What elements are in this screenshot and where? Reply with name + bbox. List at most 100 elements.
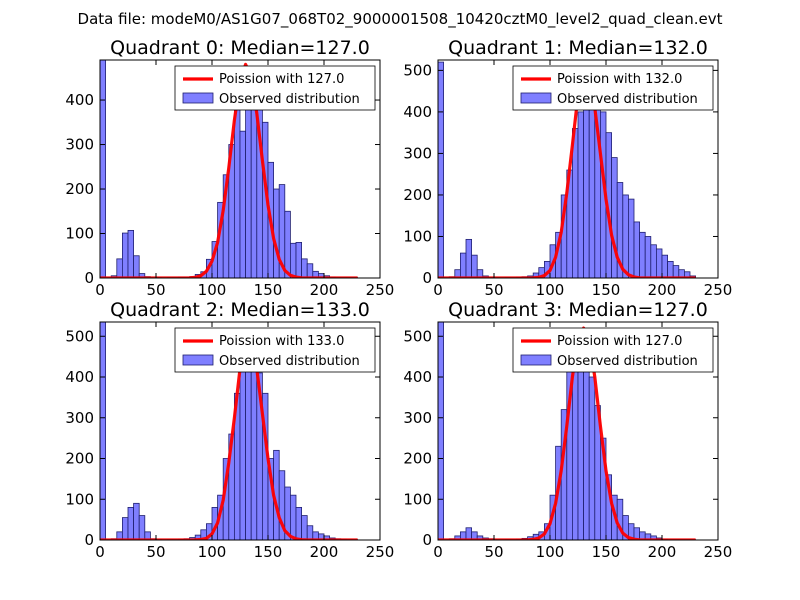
histogram-bar — [138, 515, 146, 540]
legend: Poission with 133.0 Observed distribution — [174, 327, 376, 373]
plot-frame — [437, 321, 719, 541]
figure-suptitle: Data file: modeM0/AS1G07_068T02_90000015… — [78, 10, 723, 29]
x-tick-label: 100 — [198, 281, 227, 299]
histogram-bar — [250, 360, 258, 540]
y-tick-label: 100 — [65, 490, 94, 508]
x-tick-label: 200 — [310, 281, 339, 299]
histogram-bar — [471, 254, 478, 278]
y-tick-label: 0 — [422, 531, 432, 549]
histogram-bar — [245, 81, 252, 278]
legend-box — [174, 65, 376, 111]
panel-title: Quadrant 2: Median=133.0 — [110, 299, 370, 321]
histogram-bar — [588, 376, 596, 540]
chart-panel-0: 0 50 100 150 200 250 0 100 200 300 400 Quadrant 0: … — [65, 37, 394, 299]
histogram-bar — [138, 273, 146, 278]
histogram-bar — [306, 263, 314, 278]
histogram-bar — [611, 157, 618, 278]
poisson-curve — [438, 326, 696, 540]
histogram-bar — [133, 255, 140, 278]
y-tick-label: 100 — [403, 490, 432, 508]
y-tick-label: 300 — [403, 409, 432, 427]
histogram-bar — [295, 242, 302, 278]
histogram-bar — [438, 322, 444, 540]
legend-curve-label: Poission with 132.0 — [557, 72, 682, 87]
plot-frame — [437, 59, 719, 279]
chart-panel-3: 0 50 100 150 200 250 0 100 200 300 400 500 Quadrant … — [403, 299, 732, 561]
chart-panel-2: 0 50 100 150 200 250 0 100 200 300 400 500 Quadrant … — [65, 299, 394, 561]
x-tick-label: 100 — [536, 281, 565, 299]
legend-bar-swatch — [182, 354, 214, 366]
histogram-bar — [465, 527, 472, 540]
legend-bar-swatch — [182, 92, 214, 104]
plot-marks — [438, 322, 696, 540]
histogram-bar — [583, 352, 590, 540]
histogram-bar — [588, 90, 596, 278]
histogram-bar — [122, 517, 129, 540]
histogram-bar — [644, 236, 652, 278]
x-tick-label: 200 — [310, 543, 339, 561]
legend-curve-label: Poission with 127.0 — [219, 72, 344, 87]
x-tick-label: 0 — [95, 281, 105, 299]
legend-curve-label: Poission with 133.0 — [219, 334, 344, 349]
y-tick-label: 300 — [65, 409, 94, 427]
histogram-bar — [622, 194, 629, 278]
legend-bar-label: Observed distribution — [219, 354, 360, 369]
poisson-curve — [100, 62, 358, 278]
histogram-bar — [633, 221, 640, 278]
histogram-bar — [284, 210, 291, 278]
y-tick-label: 200 — [403, 450, 432, 468]
x-tick-label: 0 — [433, 281, 443, 299]
legend-bar-label: Observed distribution — [557, 92, 698, 107]
histogram-bar — [301, 515, 308, 540]
histogram-bar — [577, 352, 584, 540]
x-tick-label: 150 — [254, 543, 283, 561]
x-tick-label: 150 — [592, 281, 621, 299]
y-tick-label: 200 — [403, 186, 432, 204]
poisson-curve — [438, 66, 696, 278]
x-tick-label: 100 — [198, 543, 227, 561]
legend-bar-label: Observed distribution — [557, 354, 698, 369]
histogram-bar — [656, 248, 663, 278]
histogram-bar — [628, 198, 635, 278]
histogram-bar — [667, 260, 674, 278]
x-tick-label: 200 — [648, 281, 677, 299]
histogram-bar — [476, 269, 484, 278]
x-tick-label: 250 — [704, 281, 733, 299]
histogram-bar — [661, 254, 668, 278]
y-tick-label: 200 — [65, 180, 94, 198]
x-tick-label: 50 — [146, 281, 165, 299]
histogram-bar — [100, 322, 106, 540]
legend-bar-swatch — [520, 92, 552, 104]
x-tick-label: 200 — [648, 543, 677, 561]
y-tick-label: 400 — [65, 91, 94, 109]
x-tick-label: 100 — [536, 543, 565, 561]
histogram-bar — [100, 60, 106, 278]
y-tick-label: 400 — [403, 368, 432, 386]
histogram-bar — [583, 86, 590, 278]
x-tick-label: 50 — [484, 543, 503, 561]
histogram-bar — [459, 252, 467, 278]
y-tick-label: 0 — [84, 269, 94, 287]
y-tick-label: 100 — [403, 227, 432, 245]
histogram-bar — [465, 238, 472, 278]
y-tick-label: 100 — [65, 225, 94, 243]
x-tick-label: 150 — [592, 543, 621, 561]
poisson-curve — [100, 330, 358, 540]
y-tick-label: 500 — [65, 327, 94, 345]
plot-marks — [100, 322, 358, 540]
histogram-bar — [239, 130, 246, 278]
legend-bar-swatch — [520, 354, 552, 366]
y-tick-label: 300 — [403, 144, 432, 162]
plot-frame — [99, 321, 381, 541]
histogram-bar — [301, 258, 308, 278]
chart-panel-1: 0 50 100 150 200 250 0 100 200 300 400 500 Quadrant … — [403, 37, 732, 299]
histogram-bar — [133, 502, 140, 540]
x-tick-label: 250 — [366, 281, 395, 299]
y-tick-label: 400 — [65, 368, 94, 386]
panel-title: Quadrant 3: Median=127.0 — [448, 299, 708, 321]
histogram-bar — [672, 265, 680, 278]
y-tick-label: 0 — [422, 269, 432, 287]
legend: Poission with 132.0 Observed distribution — [512, 65, 714, 111]
histogram-bar — [295, 507, 302, 540]
